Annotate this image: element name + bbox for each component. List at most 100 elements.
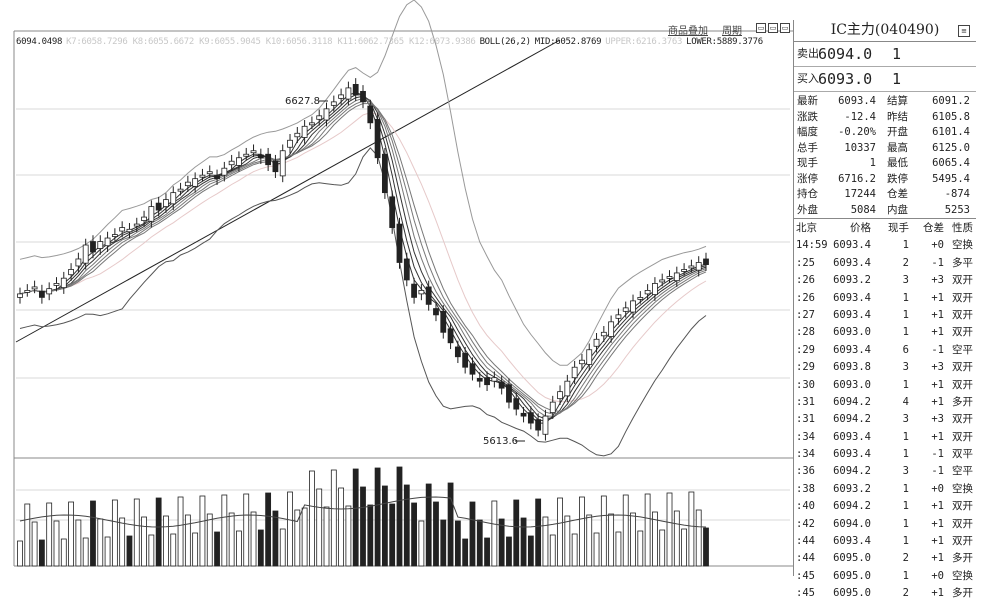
- tick-row-cell: 6094.2: [833, 500, 871, 513]
- tick-row-cell: -1: [931, 256, 944, 269]
- stat-row: 外盘 5084 内盘 5253: [794, 203, 976, 219]
- quote-panel: IC主力(040490) ≡ 卖出 6094.0 1 买入 6093.0 1 最…: [793, 20, 976, 599]
- volume-bar: [506, 536, 512, 567]
- stat-row: 持仓 17244 仓差 -874: [794, 187, 976, 203]
- volume-bar: [666, 492, 673, 567]
- stat-row: 涨停 6716.2 跌停 5495.4: [794, 172, 976, 188]
- volume-bar: [681, 528, 688, 567]
- tick-row-cell: 双开: [952, 378, 973, 391]
- tick-row: :31 6094.2 3 +3 双开: [794, 411, 976, 428]
- tick-row-cell: 多开: [952, 587, 973, 600]
- stat-label: 总手: [797, 141, 818, 154]
- volume-bar: [236, 530, 242, 567]
- volume-bar: [688, 491, 695, 567]
- tick-row-cell: :27: [796, 308, 815, 321]
- candle-body: [148, 206, 155, 222]
- candle-body: [206, 171, 213, 175]
- volume-bar: [622, 494, 629, 567]
- volume-bar: [46, 502, 53, 567]
- candle-body: [513, 398, 520, 410]
- candle-body: [608, 321, 615, 337]
- tick-row: :28 6093.0 1 +1 双开: [794, 324, 976, 341]
- bid-volume: 1: [892, 70, 902, 88]
- candle-body: [228, 160, 235, 166]
- candle-body: [170, 192, 177, 205]
- candle-body: [236, 157, 242, 166]
- volume-bar: [491, 500, 498, 567]
- volume-bar: [243, 493, 250, 567]
- stat-value: -874: [944, 188, 970, 200]
- tick-row-cell: +1: [931, 587, 944, 600]
- tick-header-cell: 性质: [952, 222, 973, 234]
- tick-row-cell: 3: [902, 274, 909, 287]
- volume-bar: [323, 506, 330, 567]
- stat-label: 跌停: [887, 172, 908, 185]
- tick-row-cell: 双开: [952, 274, 973, 287]
- ma-line: [19, 97, 707, 417]
- tick-row-cell: 1: [902, 326, 909, 339]
- tick-row-cell: 6093.4: [833, 430, 871, 443]
- tick-row-cell: 双开: [952, 413, 973, 426]
- trading-window: 6627.8 5613.6 商品叠加 周期 ▭ ▭ ▭ 6094.0498 K7:6…: [0, 0, 976, 599]
- kline-chart-area[interactable]: 6627.8 5613.6 商品叠加 周期 ▭ ▭ ▭ 6094.0498 K7:6…: [0, 0, 793, 576]
- tick-row-cell: 6094.2: [833, 413, 871, 426]
- volume-bar: [345, 505, 352, 567]
- kline-chart[interactable]: 6627.8 5613.6: [0, 0, 793, 576]
- volume-bar: [155, 497, 162, 567]
- high-label: 6627.8: [285, 96, 320, 107]
- volume-bar: [418, 520, 425, 567]
- tick-row-cell: 6094.2: [833, 465, 871, 478]
- contract-title: IC主力(040490) ≡: [794, 20, 976, 42]
- volume-bar: [60, 538, 67, 567]
- layout-icon-2[interactable]: ▭: [768, 23, 778, 33]
- layout-icon-3[interactable]: ▭: [780, 23, 790, 33]
- tick-row-cell: :34: [796, 448, 815, 461]
- tick-row-cell: 6094.0: [833, 517, 871, 530]
- tick-row-cell: :42: [796, 517, 815, 530]
- volume-bar: [206, 513, 213, 567]
- tick-row-cell: 6093.0: [833, 378, 871, 391]
- candle-body: [177, 188, 184, 192]
- tick-row-cell: +1: [931, 552, 944, 565]
- tick-list[interactable]: 北京 价格 现手 仓差 性质 14:59 6093.4 1 +0 空换:25 6093.4 2 -1 多平…: [794, 219, 976, 603]
- stat-label: 幅度: [797, 126, 818, 138]
- tick-header: 北京 价格 现手 仓差 性质: [794, 220, 976, 237]
- volume-bar: [644, 493, 651, 567]
- tick-row-cell: :44: [796, 535, 815, 548]
- candle-body: [440, 310, 447, 333]
- candle-body: [250, 150, 257, 154]
- candle-body: [163, 199, 169, 208]
- candle-body: [549, 401, 556, 414]
- candle-body: [579, 359, 585, 365]
- candle-body: [141, 216, 147, 221]
- candle-body: [688, 265, 695, 269]
- tick-row-cell: :29: [796, 343, 815, 356]
- tick-row: :31 6094.2 4 +1 多开: [794, 394, 976, 411]
- candle-body: [498, 381, 505, 389]
- candle-body: [659, 279, 666, 283]
- tick-row-cell: 1: [902, 308, 909, 321]
- volume-bar: [564, 515, 571, 567]
- tick-row-cell: 6093.4: [833, 535, 871, 548]
- volume-bar: [17, 540, 23, 567]
- volume-bar: [104, 536, 111, 567]
- candle-body: [257, 154, 264, 159]
- volume-bar: [338, 487, 345, 567]
- tick-row-cell: 1: [902, 430, 909, 443]
- candle-body: [90, 241, 96, 253]
- candle-body: [403, 258, 410, 281]
- panel-menu-icon[interactable]: ≡: [958, 25, 970, 37]
- candle-body: [338, 94, 345, 99]
- volume-bar: [593, 532, 600, 567]
- stat-value: 6125.0: [932, 141, 970, 154]
- volume-bar: [374, 467, 381, 567]
- stat-value: 6093.4: [838, 95, 876, 107]
- tick-row-cell: 3: [902, 413, 909, 426]
- candle-body: [104, 237, 111, 247]
- tick-row-cell: 1: [902, 569, 909, 582]
- layout-icon-1[interactable]: ▭: [756, 23, 766, 33]
- period-link[interactable]: 周期: [722, 26, 742, 37]
- overlay-link[interactable]: 商品叠加: [668, 26, 708, 37]
- volume-bar: [630, 512, 636, 567]
- volume-bar: [170, 533, 177, 567]
